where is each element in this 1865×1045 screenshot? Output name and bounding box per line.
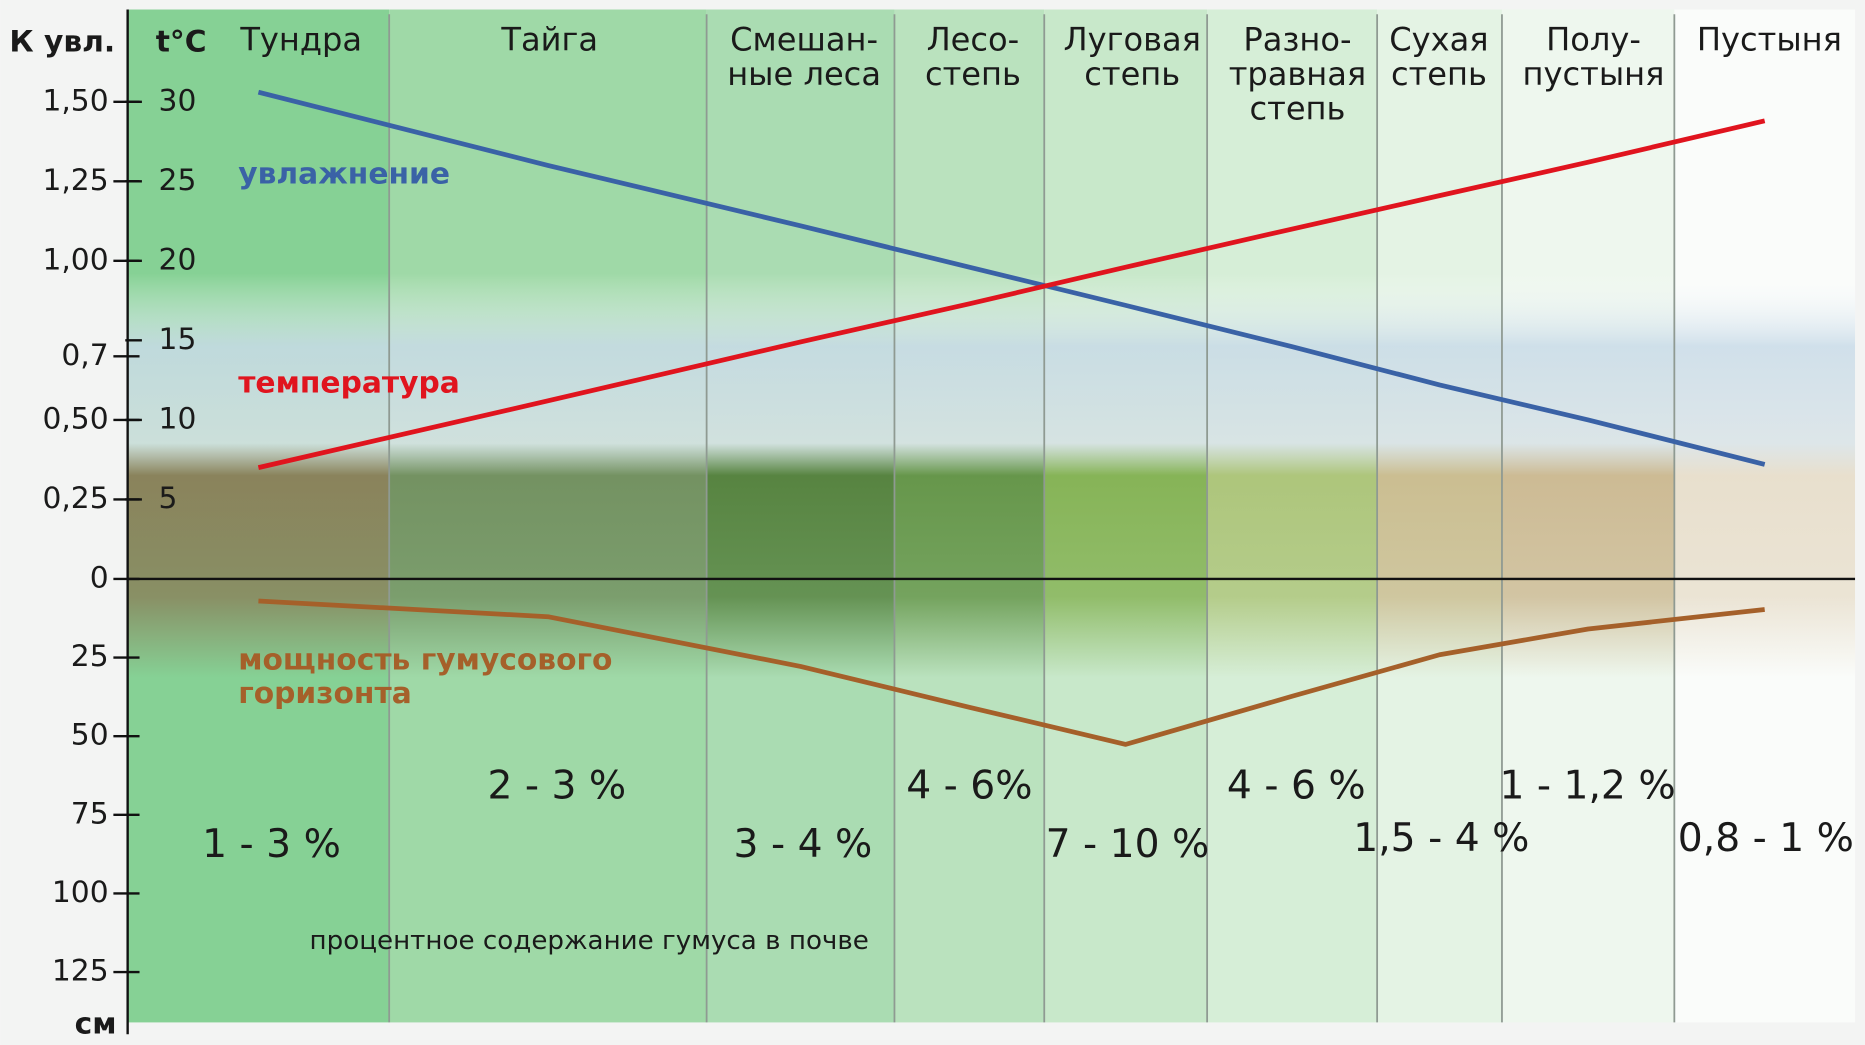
- y3-tick-label: 50: [71, 718, 109, 753]
- y3-tick-label: 25: [71, 639, 109, 674]
- y-axis-label: К увл.: [9, 24, 115, 59]
- y2-tick-label: 30: [159, 83, 197, 118]
- y-tick-label: 1,25: [42, 163, 108, 198]
- humus-percent: 7 - 10 %: [1046, 822, 1210, 867]
- zone-name: ные леса: [727, 55, 881, 93]
- zone-name: Полу-: [1546, 21, 1641, 59]
- zone-name: травная: [1229, 55, 1367, 93]
- y2-tick-label: 5: [159, 481, 178, 516]
- humus-percent: 4 - 6%: [906, 764, 1032, 809]
- y-tick-label: 0,25: [42, 481, 108, 516]
- zone-name: Смешан-: [730, 21, 878, 59]
- landscape: [894, 273, 1045, 678]
- y3-axis-label: см: [75, 1006, 117, 1041]
- landscape: [127, 273, 390, 678]
- y3-tick-label: 75: [71, 796, 109, 831]
- humus-percent: 2 - 3 %: [487, 764, 626, 809]
- series-label: температура: [238, 365, 460, 400]
- series-label: увлажнение: [238, 156, 450, 191]
- series-line: [257, 89, 1766, 467]
- y2-tick-label: 10: [159, 401, 197, 436]
- y2-tick-label: 15: [159, 322, 197, 357]
- landscape: [1044, 273, 1208, 678]
- zone-name: Пустыня: [1697, 21, 1842, 59]
- zone-name: Луговая: [1064, 21, 1201, 59]
- humus-percent: 1 - 3 %: [202, 822, 341, 867]
- foreground: К увл. t°C см процентное содержание гуму…: [9, 9, 1856, 1041]
- y2-axis-label: t°C: [156, 24, 207, 59]
- zone-name: Разно-: [1243, 21, 1351, 59]
- humus-percent: 1 - 1,2 %: [1499, 764, 1675, 809]
- humus-percent: 3 - 4 %: [734, 822, 873, 867]
- zone-name: Лесо-: [927, 21, 1020, 59]
- zone-name: степь: [1391, 55, 1487, 93]
- y-tick-label: 0,7: [61, 338, 108, 373]
- landscape: [1207, 273, 1378, 678]
- humus-percent: 0,8 - 1 %: [1678, 816, 1854, 861]
- zone-name: степь: [1084, 55, 1180, 93]
- zone-name: Тундра: [239, 21, 362, 59]
- y3-tick-label: 100: [52, 875, 109, 910]
- y-tick-label: 0,50: [42, 401, 108, 436]
- series-line: [258, 598, 1765, 747]
- y-tick-label: 1,50: [42, 83, 108, 118]
- series-line: [257, 118, 1766, 470]
- humus-caption: процентное содержание гумуса в почве: [310, 926, 869, 956]
- humus-percent: 4 - 6 %: [1227, 764, 1366, 809]
- landscape: [706, 273, 895, 678]
- zone-name: пустыня: [1523, 55, 1665, 93]
- landscape: [1377, 273, 1502, 678]
- y2-tick-label: 20: [159, 242, 197, 277]
- landscape: [1501, 273, 1675, 678]
- zone-name: степь: [1250, 90, 1346, 128]
- y-tick-label: 0: [90, 560, 109, 595]
- humus-percent: 1,5 - 4 %: [1353, 816, 1529, 861]
- y3-tick-label: 125: [52, 954, 109, 989]
- y2-tick-label: 25: [159, 163, 197, 198]
- zone-name: Сухая: [1389, 21, 1488, 59]
- y-tick-label: 1,00: [42, 242, 108, 277]
- zone-name: Тайга: [500, 21, 598, 59]
- series-label: горизонта: [238, 676, 412, 711]
- series-label: мощность гумусового: [238, 643, 612, 678]
- zone-name: степь: [925, 55, 1021, 93]
